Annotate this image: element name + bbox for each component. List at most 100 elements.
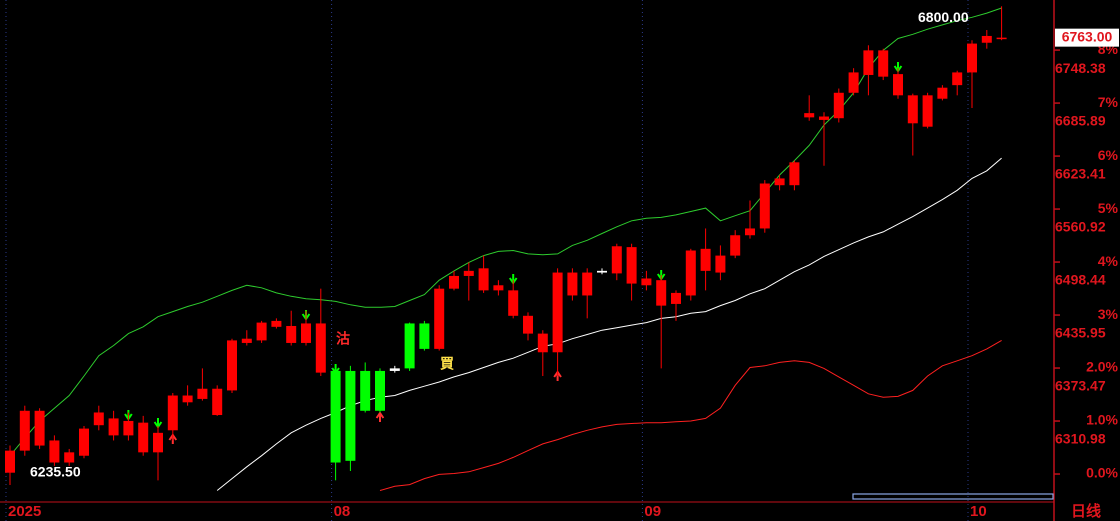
- candle: [833, 88, 844, 123]
- candle: [108, 410, 119, 441]
- candle-body: [5, 450, 15, 473]
- candle: [685, 248, 696, 301]
- period-label[interactable]: 日线: [1071, 502, 1101, 520]
- indicator-line: [379, 339, 1002, 491]
- candle-body: [700, 248, 711, 271]
- candle: [641, 270, 652, 291]
- candle: [434, 285, 445, 351]
- candle-body: [360, 370, 371, 411]
- candle-body: [745, 228, 755, 236]
- y2-tick-label: 3%: [1098, 306, 1119, 322]
- candle-body: [449, 275, 459, 289]
- candle: [967, 40, 977, 109]
- candle: [656, 275, 667, 369]
- candle: [774, 175, 785, 191]
- candle-body: [537, 333, 548, 353]
- candle-body: [345, 370, 356, 461]
- candle-body: [478, 268, 489, 291]
- candle: [419, 320, 430, 351]
- candle-body: [123, 420, 134, 436]
- candle-body: [404, 323, 415, 369]
- candle-body: [49, 440, 60, 463]
- low-label: 6235.50: [30, 464, 81, 480]
- candle: [286, 310, 297, 346]
- candle-body: [937, 87, 948, 99]
- candle-body: [715, 255, 726, 273]
- candle: [567, 268, 578, 301]
- candle: [404, 322, 415, 371]
- candle: [227, 338, 237, 393]
- candle-body: [419, 323, 430, 349]
- x-tick-label: 10: [970, 503, 987, 520]
- candle: [167, 392, 178, 441]
- y2-tick-label: 6%: [1098, 147, 1119, 163]
- candle-body: [493, 285, 504, 291]
- candle: [878, 48, 889, 81]
- candle-body: [952, 72, 963, 86]
- candle-body: [981, 35, 992, 43]
- candle-body: [641, 278, 652, 286]
- candle-body: [256, 322, 267, 341]
- candle-body: [138, 422, 149, 453]
- candle: [937, 85, 948, 101]
- candle-body: [730, 235, 741, 256]
- x-tick-label: 09: [644, 503, 661, 520]
- candle: [19, 405, 30, 456]
- high-label: 6800.00: [918, 9, 969, 25]
- candle: [552, 268, 563, 377]
- candle: [922, 92, 933, 129]
- candle-body: [523, 315, 533, 334]
- candle: [301, 310, 311, 346]
- candle: [315, 288, 326, 377]
- candle: [848, 68, 859, 96]
- candle: [863, 45, 874, 96]
- candle-body: [611, 246, 622, 274]
- y-tick-label: 6685.89: [1055, 113, 1106, 129]
- candle-body: [774, 178, 785, 186]
- y2-tick-label: 5%: [1098, 200, 1119, 216]
- y-tick-label: 6748.38: [1055, 60, 1106, 76]
- candle-body: [197, 388, 208, 399]
- candle-body: [848, 72, 859, 93]
- candle-body: [271, 320, 282, 327]
- y-tick-label: 6373.47: [1055, 378, 1106, 394]
- candle: [537, 330, 548, 377]
- candle: [996, 6, 1007, 41]
- candle-body: [508, 290, 519, 316]
- candle: [93, 405, 104, 431]
- candle: [5, 445, 15, 485]
- candle: [389, 365, 400, 373]
- y-tick-label: 6498.44: [1055, 272, 1106, 288]
- candle-body: [301, 323, 311, 343]
- candle: [715, 245, 726, 281]
- candle: [700, 228, 711, 291]
- candle-body: [907, 95, 918, 124]
- candle-body: [597, 270, 607, 273]
- candle-body: [656, 280, 667, 306]
- candle-body: [833, 92, 844, 119]
- y2-tick-label: 7%: [1098, 94, 1119, 110]
- buy-signal: 買: [440, 356, 455, 372]
- candle: [34, 408, 45, 449]
- candle: [907, 93, 918, 156]
- candle: [597, 268, 607, 275]
- candle-body: [389, 368, 400, 371]
- candle: [256, 320, 267, 343]
- scrollbar[interactable]: [852, 493, 1054, 500]
- x-tick-label: 2025: [8, 503, 41, 520]
- candle: [375, 368, 385, 413]
- candle-body: [93, 412, 104, 426]
- candle: [478, 255, 489, 293]
- y2-tick-label: 2.0%: [1086, 359, 1118, 375]
- candle: [79, 426, 89, 459]
- candle: [360, 362, 371, 413]
- candle-body: [996, 37, 1007, 40]
- candle-body: [552, 272, 563, 353]
- candle-body: [567, 272, 578, 296]
- candle: [952, 70, 963, 96]
- candle-body: [789, 162, 800, 186]
- candle: [493, 280, 504, 296]
- candle-body: [241, 338, 252, 343]
